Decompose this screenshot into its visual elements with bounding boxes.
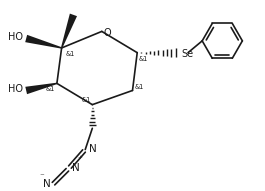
Text: ⁺: ⁺ (78, 155, 82, 164)
Text: &1: &1 (66, 51, 75, 57)
Text: N: N (89, 144, 96, 154)
Text: &1: &1 (81, 97, 90, 103)
Text: O: O (104, 28, 111, 38)
Text: N: N (72, 163, 80, 172)
Text: &1: &1 (135, 83, 144, 90)
Polygon shape (25, 83, 57, 94)
Polygon shape (25, 35, 62, 49)
Text: HO: HO (8, 32, 23, 42)
Text: ⁻: ⁻ (40, 172, 45, 181)
Text: &1: &1 (46, 86, 55, 92)
Polygon shape (61, 14, 77, 48)
Text: HO: HO (8, 84, 23, 94)
Text: &1: &1 (139, 56, 148, 62)
Text: Se: Se (182, 49, 194, 59)
Text: N: N (43, 179, 51, 189)
